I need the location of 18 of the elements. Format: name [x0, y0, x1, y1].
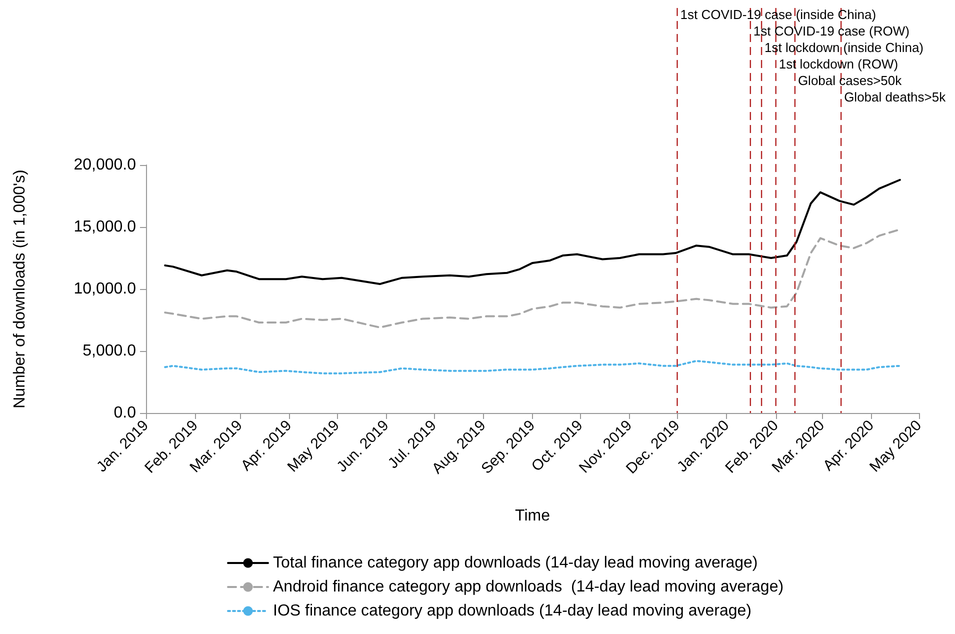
y-tick-label: 0.0 — [114, 404, 136, 422]
legend-label: Android finance category app downloads (14-day lead moving average) — [273, 578, 784, 596]
ref-line-label: 1st lockdown (inside China) — [764, 40, 924, 55]
y-tick-label: 15,000.0 — [74, 218, 136, 236]
ref-line-label: 1st COVID-19 case (inside China) — [680, 7, 876, 22]
line-series — [164, 228, 901, 328]
line-series — [164, 360, 901, 374]
line-series — [164, 178, 901, 286]
x-axis-title: Time — [515, 508, 550, 524]
ref-line-label: Global deaths>5k — [844, 90, 946, 104]
y-tick-label: 20,000.0 — [74, 156, 136, 174]
ref-line-label: 1st COVID-19 case (ROW) — [753, 24, 910, 38]
y-axis-title: Number of downloads (in 1,000's) — [12, 170, 28, 408]
legend-label: IOS finance category app downloads (14-day lead moving average) — [273, 602, 752, 620]
y-tick-label: 10,000.0 — [74, 280, 136, 298]
legend-label: Total finance category app downloads (14-day lead moving average) — [273, 554, 758, 572]
y-tick-label: 5,000.0 — [82, 342, 136, 360]
ref-line-label: Global cases>50k — [798, 73, 902, 88]
